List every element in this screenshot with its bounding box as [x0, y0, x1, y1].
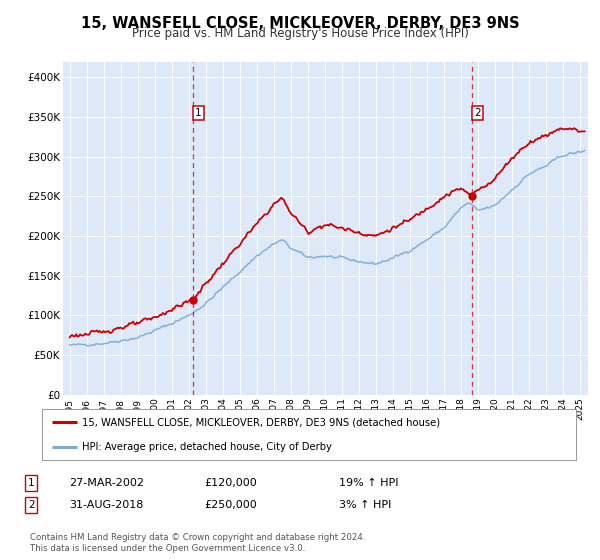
Text: 1: 1	[28, 478, 35, 488]
Text: 15, WANSFELL CLOSE, MICKLEOVER, DERBY, DE3 9NS (detached house): 15, WANSFELL CLOSE, MICKLEOVER, DERBY, D…	[82, 417, 440, 427]
Text: 2: 2	[474, 108, 481, 118]
Text: £120,000: £120,000	[204, 478, 257, 488]
Text: £250,000: £250,000	[204, 500, 257, 510]
Text: 31-AUG-2018: 31-AUG-2018	[69, 500, 143, 510]
Text: HPI: Average price, detached house, City of Derby: HPI: Average price, detached house, City…	[82, 442, 332, 452]
Text: Price paid vs. HM Land Registry's House Price Index (HPI): Price paid vs. HM Land Registry's House …	[131, 27, 469, 40]
Text: Contains HM Land Registry data © Crown copyright and database right 2024.
This d: Contains HM Land Registry data © Crown c…	[30, 533, 365, 553]
Text: 1: 1	[195, 108, 202, 118]
Text: 15, WANSFELL CLOSE, MICKLEOVER, DERBY, DE3 9NS: 15, WANSFELL CLOSE, MICKLEOVER, DERBY, D…	[80, 16, 520, 31]
Text: 3% ↑ HPI: 3% ↑ HPI	[339, 500, 391, 510]
Text: 2: 2	[28, 500, 35, 510]
Text: 19% ↑ HPI: 19% ↑ HPI	[339, 478, 398, 488]
Text: 27-MAR-2002: 27-MAR-2002	[69, 478, 144, 488]
